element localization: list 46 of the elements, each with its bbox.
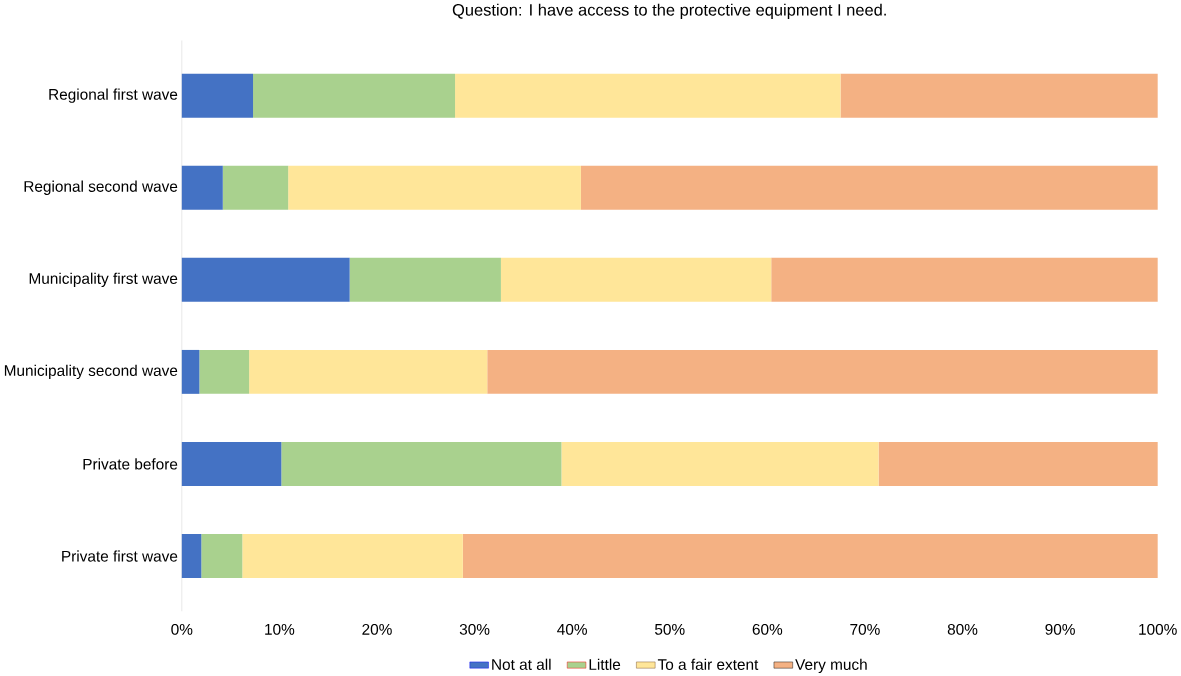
bar: [222, 165, 289, 210]
bar: [181, 165, 223, 210]
bar: [840, 73, 1158, 118]
bar: [561, 442, 879, 486]
bar: [281, 442, 562, 486]
x-tick-label: 10%: [265, 623, 295, 635]
bar: [288, 165, 581, 210]
y-tick-label: Regional first wave: [49, 88, 178, 103]
bar: [771, 257, 1158, 302]
chart-title: Question: I have access to the protective equipment I need.: [452, 3, 886, 20]
y-tick-label: Municipality first wave: [29, 272, 178, 288]
legend-label: To a fair extent: [657, 658, 759, 671]
y-tick-label: Municipality second wave: [4, 364, 178, 380]
bar: [181, 350, 200, 394]
legend-label: Not at all: [492, 658, 551, 671]
x-tick-label: 30%: [459, 623, 490, 635]
legend-label: Very much: [795, 658, 867, 674]
bar: [487, 350, 1158, 394]
legend-label: Little: [589, 658, 621, 671]
bar: [181, 257, 350, 302]
y-tick-label: Regional second wave: [24, 180, 178, 195]
bar: [455, 73, 841, 118]
x-tick-label: 70%: [850, 623, 880, 635]
x-tick-label: 50%: [654, 623, 685, 635]
y-tick-label: Private first wave: [62, 550, 178, 562]
bar: [242, 534, 463, 579]
bar: [249, 350, 488, 394]
bar: [253, 73, 456, 118]
x-tick-label: 80%: [947, 623, 978, 635]
bar: [349, 257, 501, 302]
y-tick-label: Private before: [83, 458, 178, 470]
bar: [181, 73, 254, 118]
bar: [462, 534, 1158, 579]
bar: [500, 257, 772, 302]
x-tick-label: 20%: [362, 623, 392, 635]
x-tick-label: 0%: [171, 623, 193, 635]
bar: [878, 442, 1158, 486]
x-tick-label: 100%: [1139, 623, 1177, 635]
bar: [201, 534, 243, 579]
x-tick-label: 60%: [752, 623, 783, 635]
bar: [181, 442, 282, 486]
x-tick-label: 90%: [1045, 623, 1075, 635]
bar: [181, 534, 202, 579]
bar: [199, 350, 250, 394]
x-tick-label: 40%: [557, 623, 587, 635]
bar: [580, 165, 1158, 210]
